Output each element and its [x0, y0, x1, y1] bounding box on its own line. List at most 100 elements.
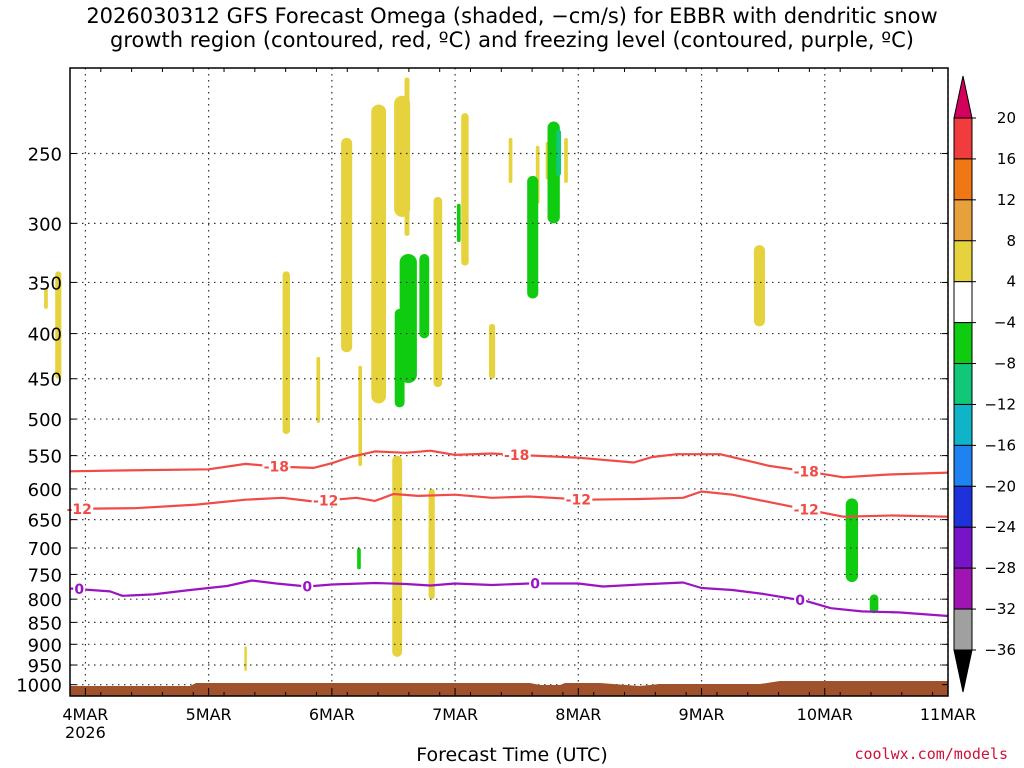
colorbar-box-11	[953, 567, 973, 610]
colorbar-box-10	[953, 526, 973, 569]
colorbar-label-9: −20	[984, 477, 1016, 495]
omega-region-18	[564, 137, 568, 183]
y-tick-label-350: 350	[28, 273, 62, 294]
axes-layer: 2503003504004505005506006507007508008509…	[16, 67, 976, 742]
omega-region-27	[845, 498, 859, 583]
y-tick-label-1000: 1000	[16, 676, 62, 697]
colorbar-label-13: −36	[984, 641, 1016, 659]
contour-label-bg	[502, 446, 531, 461]
y-tick-label-900: 900	[28, 635, 62, 656]
omega-region-9	[404, 77, 410, 236]
omega-region-0	[55, 271, 62, 379]
title-line-1: 2026030312 GFS Forecast Omega (shaded, −…	[86, 4, 938, 28]
y-tick-label-800: 800	[28, 590, 62, 611]
colorbar-label-12: −32	[984, 600, 1016, 618]
colorbar-label-10: −24	[984, 518, 1016, 536]
contour-label-2-1: 0	[302, 580, 312, 596]
colorbar: 20 16 12 8 4 −4 −8 −12 −16 −20 −24 −28 −32 −36	[953, 75, 1016, 693]
contour-label-2-2: 0	[530, 577, 540, 593]
colorbar-box-12	[953, 608, 973, 651]
x-tick-sublabel-0: 2026	[65, 723, 106, 742]
contour-label-1-2: -12	[566, 492, 591, 508]
colorbar-label-3: 8	[1006, 232, 1016, 250]
contour-label-bg	[564, 491, 593, 506]
omega-region-5	[341, 137, 353, 353]
y-tick-label-750: 750	[28, 565, 62, 586]
omega-region-28	[869, 594, 879, 614]
colorbar-label-8: −16	[984, 436, 1016, 454]
omega-region-6	[358, 365, 363, 466]
colorbar-label-7: −12	[984, 395, 1016, 413]
title-line-2: growth region (contoured, red, ºC) and f…	[110, 28, 914, 52]
contour-label-1-3: -12	[794, 502, 819, 518]
colorbar-box-3	[953, 240, 973, 283]
omega-region-19	[753, 245, 766, 327]
colorbar-box-7	[953, 403, 973, 446]
contour-label-bg	[73, 581, 86, 596]
omega-region-3	[282, 271, 290, 435]
ground-surface	[70, 681, 948, 696]
y-tick-label-950: 950	[28, 656, 62, 677]
omega-region-1	[44, 287, 48, 309]
x-tick-label-5: 9MAR	[679, 705, 725, 724]
omega-region-15	[508, 137, 513, 183]
omega-shading-layer	[44, 77, 879, 672]
plot-frame	[69, 67, 949, 697]
omega-region-2	[244, 646, 247, 672]
x-tick-label-0: 4MAR	[62, 705, 108, 724]
contour-label-0-1: -18	[504, 448, 529, 464]
x-tick-label-6: 10MAR	[797, 705, 853, 724]
contour-label-0-2: -18	[794, 464, 819, 480]
x-tick-label-4: 8MAR	[555, 705, 601, 724]
omega-region-29	[556, 129, 562, 176]
contour-label-bg	[262, 458, 291, 473]
contour-2	[69, 579, 949, 618]
contour-label-0-0: -18	[264, 460, 289, 476]
colorbar-box-1	[953, 158, 973, 201]
x-tick-label-3: 7MAR	[432, 705, 478, 724]
y-tick-label-700: 700	[28, 539, 62, 560]
colorbar-box-4	[953, 281, 973, 324]
y-tick-label-550: 550	[28, 447, 62, 468]
y-tick-label-400: 400	[28, 325, 62, 346]
contour-layer: -18 -18 -18 -12 -12 -12 -12 0 0 0 0	[65, 446, 949, 618]
omega-region-23	[419, 254, 430, 339]
contour-label-bg	[794, 592, 807, 607]
x-tick-label-2: 6MAR	[309, 705, 355, 724]
contour-label-1-1: -12	[313, 493, 338, 509]
y-tick-label-450: 450	[28, 370, 62, 391]
omega-region-13	[461, 113, 469, 266]
contour-label-bg	[311, 492, 340, 507]
colorbar-label-11: −28	[984, 559, 1016, 577]
x-tick-label-1: 5MAR	[186, 705, 232, 724]
contour-label-bg	[529, 575, 542, 590]
omega-region-7	[371, 104, 387, 404]
colorbar-label-5: −4	[994, 314, 1016, 332]
colorbar-box-9	[953, 485, 973, 528]
omega-region-14	[488, 323, 496, 379]
colorbar-label-2: 12	[997, 191, 1016, 209]
contour-label-1-0: -12	[67, 502, 92, 518]
contour-label-2-3: 0	[795, 593, 805, 609]
colorbar-box-2	[953, 199, 973, 242]
y-tick-label-250: 250	[28, 144, 62, 165]
y-tick-label-300: 300	[28, 214, 62, 235]
x-tick-label-7: 11MAR	[920, 705, 976, 724]
y-tick-label-600: 600	[28, 480, 62, 501]
omega-region-10	[392, 455, 403, 657]
colorbar-label-4: 4	[1006, 273, 1016, 291]
y-tick-label-650: 650	[28, 511, 62, 532]
colorbar-label-6: −8	[994, 355, 1016, 373]
contour-label-2-0: 0	[74, 582, 84, 598]
y-tick-label-850: 850	[28, 613, 62, 634]
contour-label-bg	[792, 501, 821, 516]
x-axis-label: Forecast Time (UTC)	[416, 744, 608, 766]
colorbar-label-1: 16	[997, 150, 1016, 168]
contour-1	[69, 490, 949, 518]
omega-region-20	[357, 548, 361, 570]
omega-region-11	[428, 488, 435, 600]
colorbar-triangle-top	[953, 75, 973, 119]
omega-region-24	[456, 203, 461, 243]
credit-link[interactable]: coolwx.com/models	[854, 745, 1008, 763]
